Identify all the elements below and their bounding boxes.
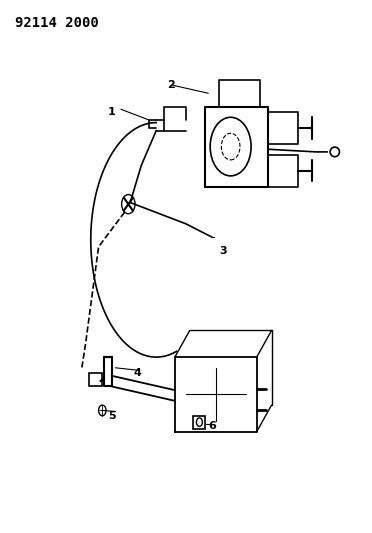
Ellipse shape <box>330 147 339 157</box>
Text: 3: 3 <box>219 246 227 255</box>
Text: 5: 5 <box>108 411 115 421</box>
Text: 6: 6 <box>208 422 216 431</box>
Text: 4: 4 <box>134 368 142 378</box>
Text: 1: 1 <box>108 107 115 117</box>
Text: 2: 2 <box>167 80 175 90</box>
Text: 92114 2000: 92114 2000 <box>15 16 99 30</box>
